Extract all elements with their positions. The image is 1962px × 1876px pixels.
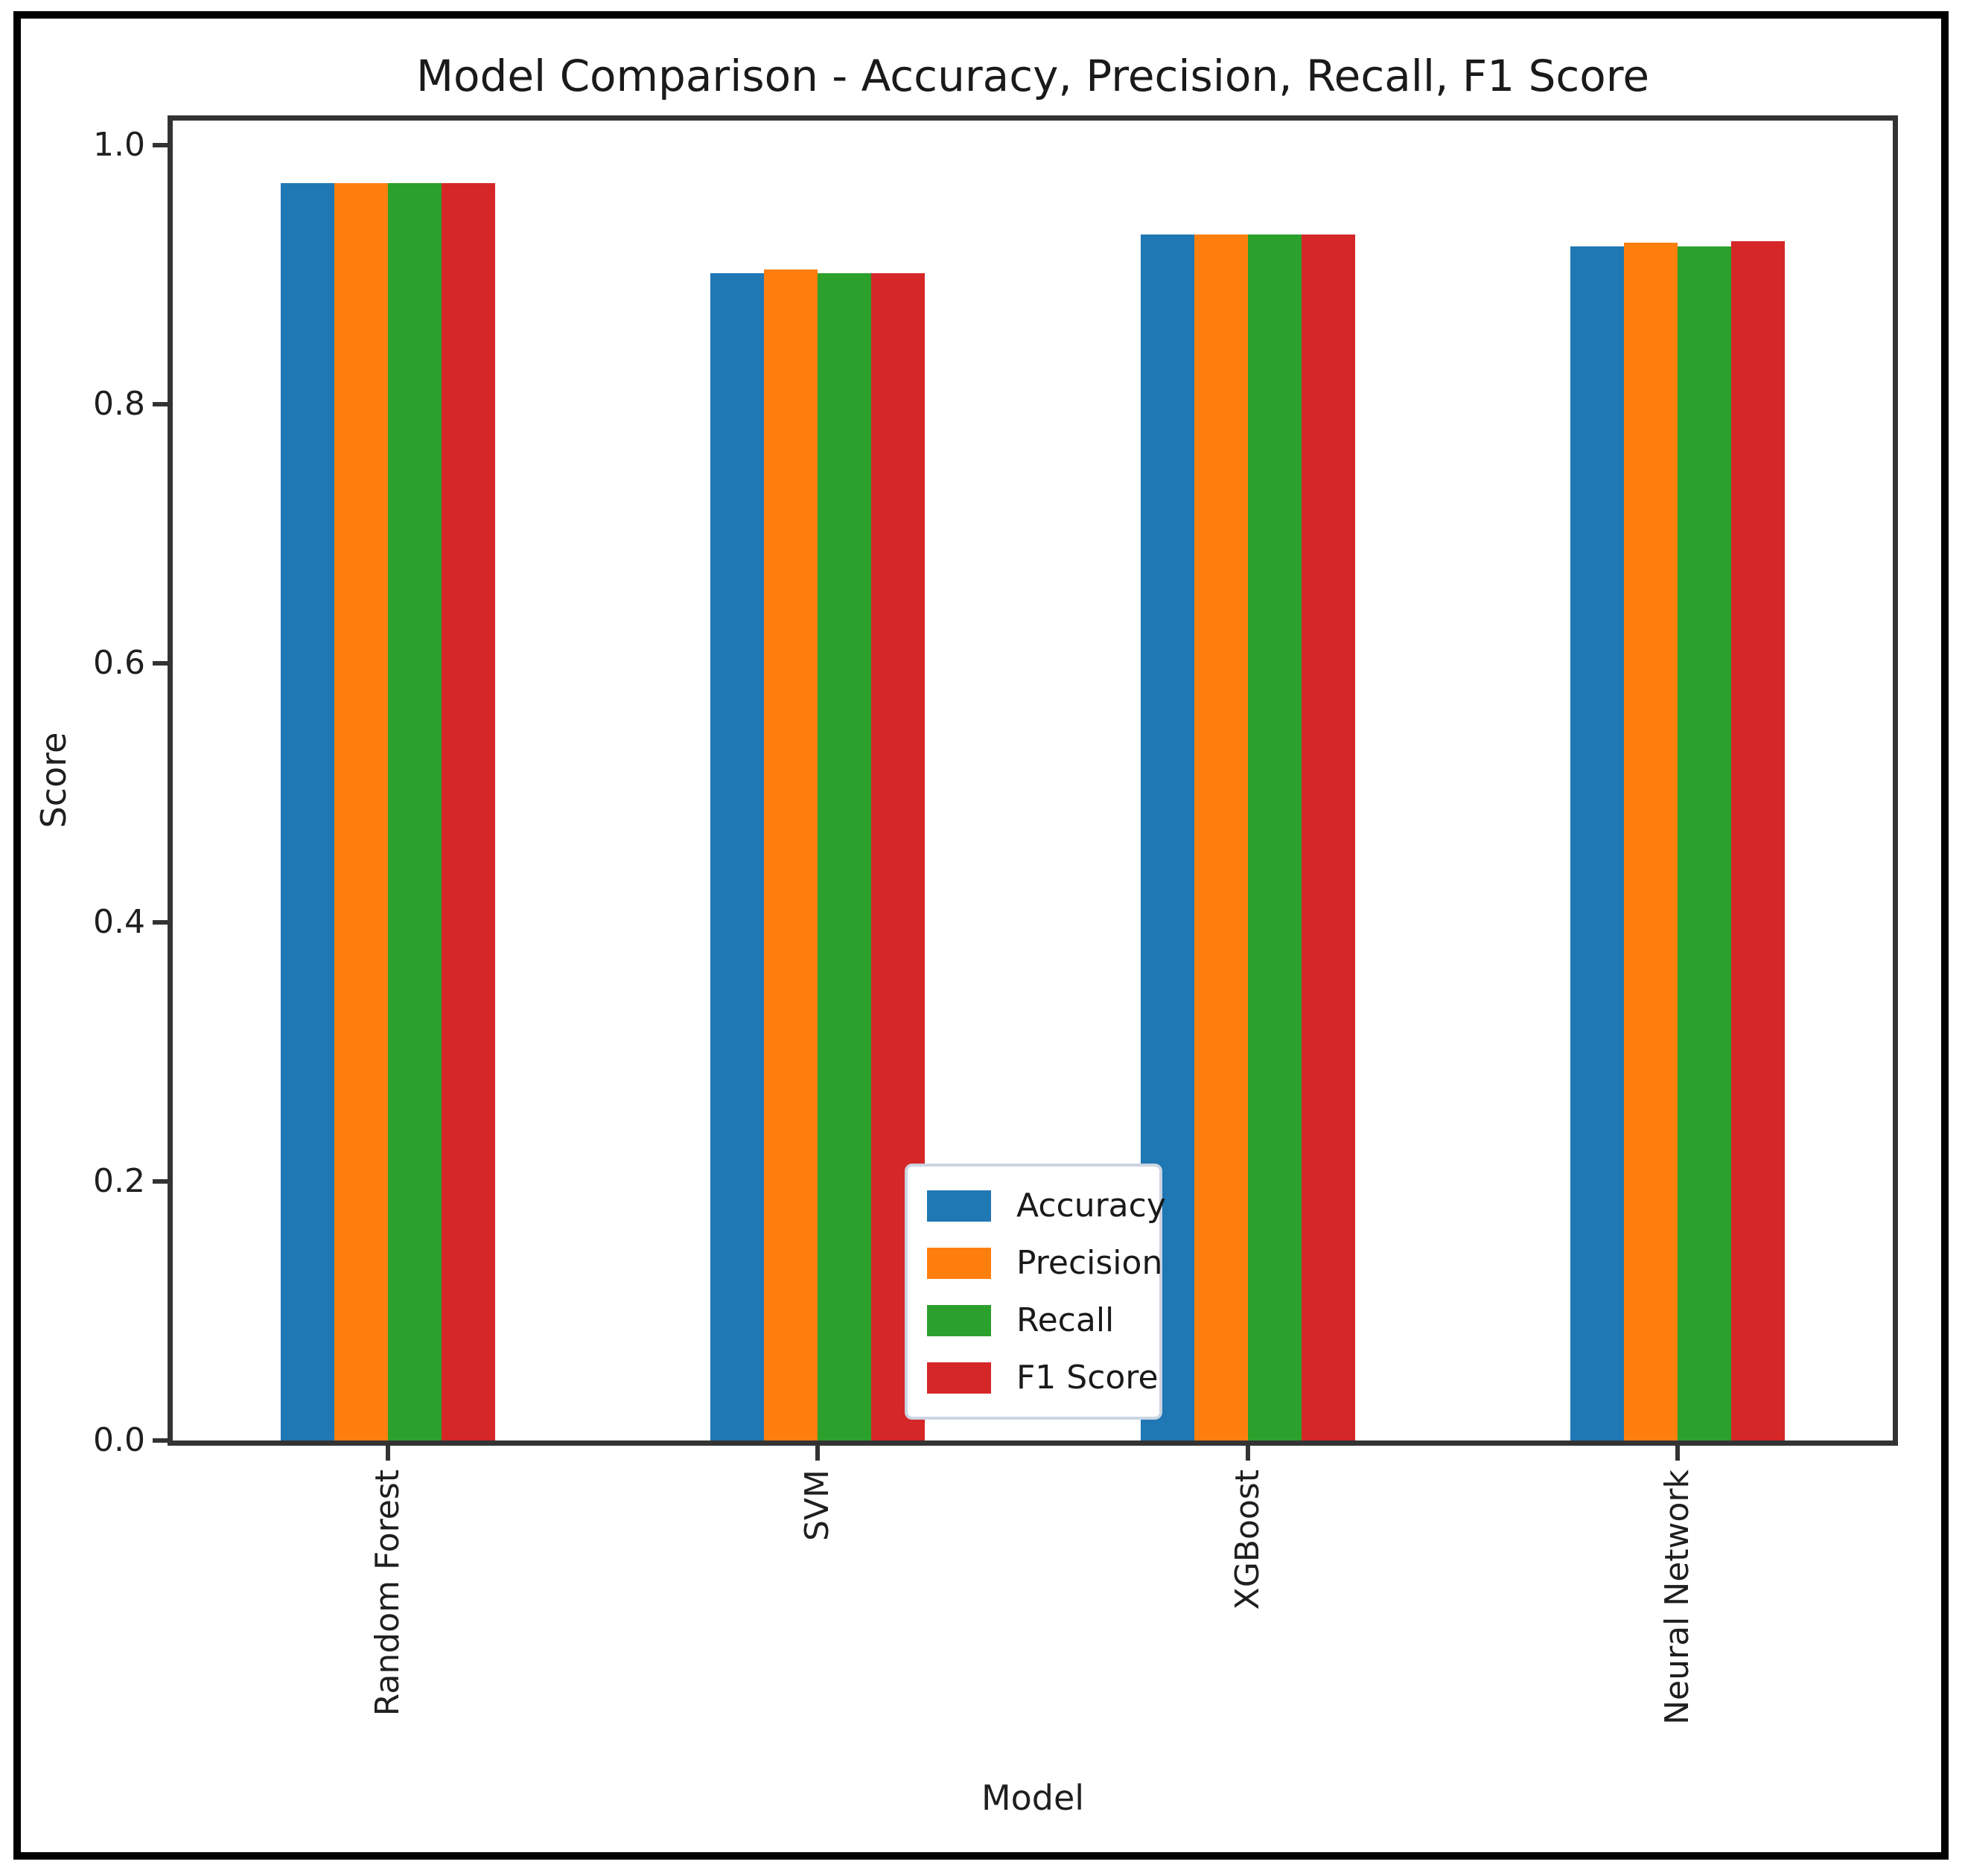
legend-label: Precision	[1016, 1244, 1163, 1282]
y-tick	[153, 143, 171, 148]
bar-precision	[1624, 242, 1678, 1440]
bar-f1-score	[1301, 234, 1355, 1440]
legend-entry: F1 Score	[927, 1359, 1159, 1397]
bar-accuracy	[280, 182, 334, 1440]
legend-entry: Precision	[927, 1244, 1162, 1282]
legend-swatch-icon	[927, 1362, 991, 1394]
bar-accuracy	[710, 273, 765, 1440]
y-tick	[153, 661, 171, 666]
chart-title: Model Comparison - Accuracy, Precision, …	[415, 51, 1650, 101]
legend-entry: Recall	[927, 1301, 1140, 1339]
x-category-label: XGBoost	[1228, 1470, 1267, 1610]
y-tick-label: 0.0	[93, 1421, 145, 1459]
bar-recall	[1247, 234, 1302, 1440]
legend-swatch-icon	[927, 1190, 991, 1222]
legend: Accuracy Precision Recall F1 Score	[905, 1164, 1166, 1420]
legend-swatch-icon	[927, 1304, 991, 1336]
y-tick	[153, 920, 171, 925]
x-category-label: Neural Network	[1658, 1470, 1697, 1725]
legend-label: Recall	[1016, 1301, 1115, 1339]
x-tick	[385, 1443, 390, 1461]
bar-recall	[1678, 246, 1732, 1440]
y-tick	[153, 1438, 171, 1443]
x-tick	[1245, 1443, 1250, 1461]
bar-recall	[818, 273, 872, 1440]
y-tick-label: 1.0	[93, 126, 145, 165]
bar-f1-score	[1731, 240, 1786, 1440]
bar-accuracy	[1570, 246, 1625, 1440]
bar-precision	[764, 269, 818, 1440]
x-category-label: Random Forest	[368, 1470, 407, 1717]
x-category-label: SVM	[798, 1470, 837, 1541]
y-tick-label: 0.2	[93, 1162, 145, 1200]
y-tick	[153, 402, 171, 407]
bar-f1-score	[441, 182, 495, 1440]
legend-label: Accuracy	[1016, 1187, 1166, 1225]
y-tick-label: 0.4	[93, 903, 145, 942]
y-tick-label: 0.6	[93, 644, 145, 683]
x-axis-label: Model	[981, 1778, 1085, 1818]
y-axis-label: Score	[34, 732, 74, 829]
legend-entry: Accuracy	[927, 1187, 1166, 1225]
bar-recall	[387, 182, 442, 1440]
bar-precision	[334, 182, 388, 1440]
legend-swatch-icon	[927, 1247, 991, 1279]
y-tick-label: 0.8	[93, 385, 145, 424]
y-tick	[153, 1179, 171, 1184]
bar-precision	[1194, 234, 1248, 1440]
x-tick	[1675, 1443, 1681, 1461]
legend-label: F1 Score	[1016, 1359, 1159, 1397]
x-tick	[815, 1443, 821, 1461]
